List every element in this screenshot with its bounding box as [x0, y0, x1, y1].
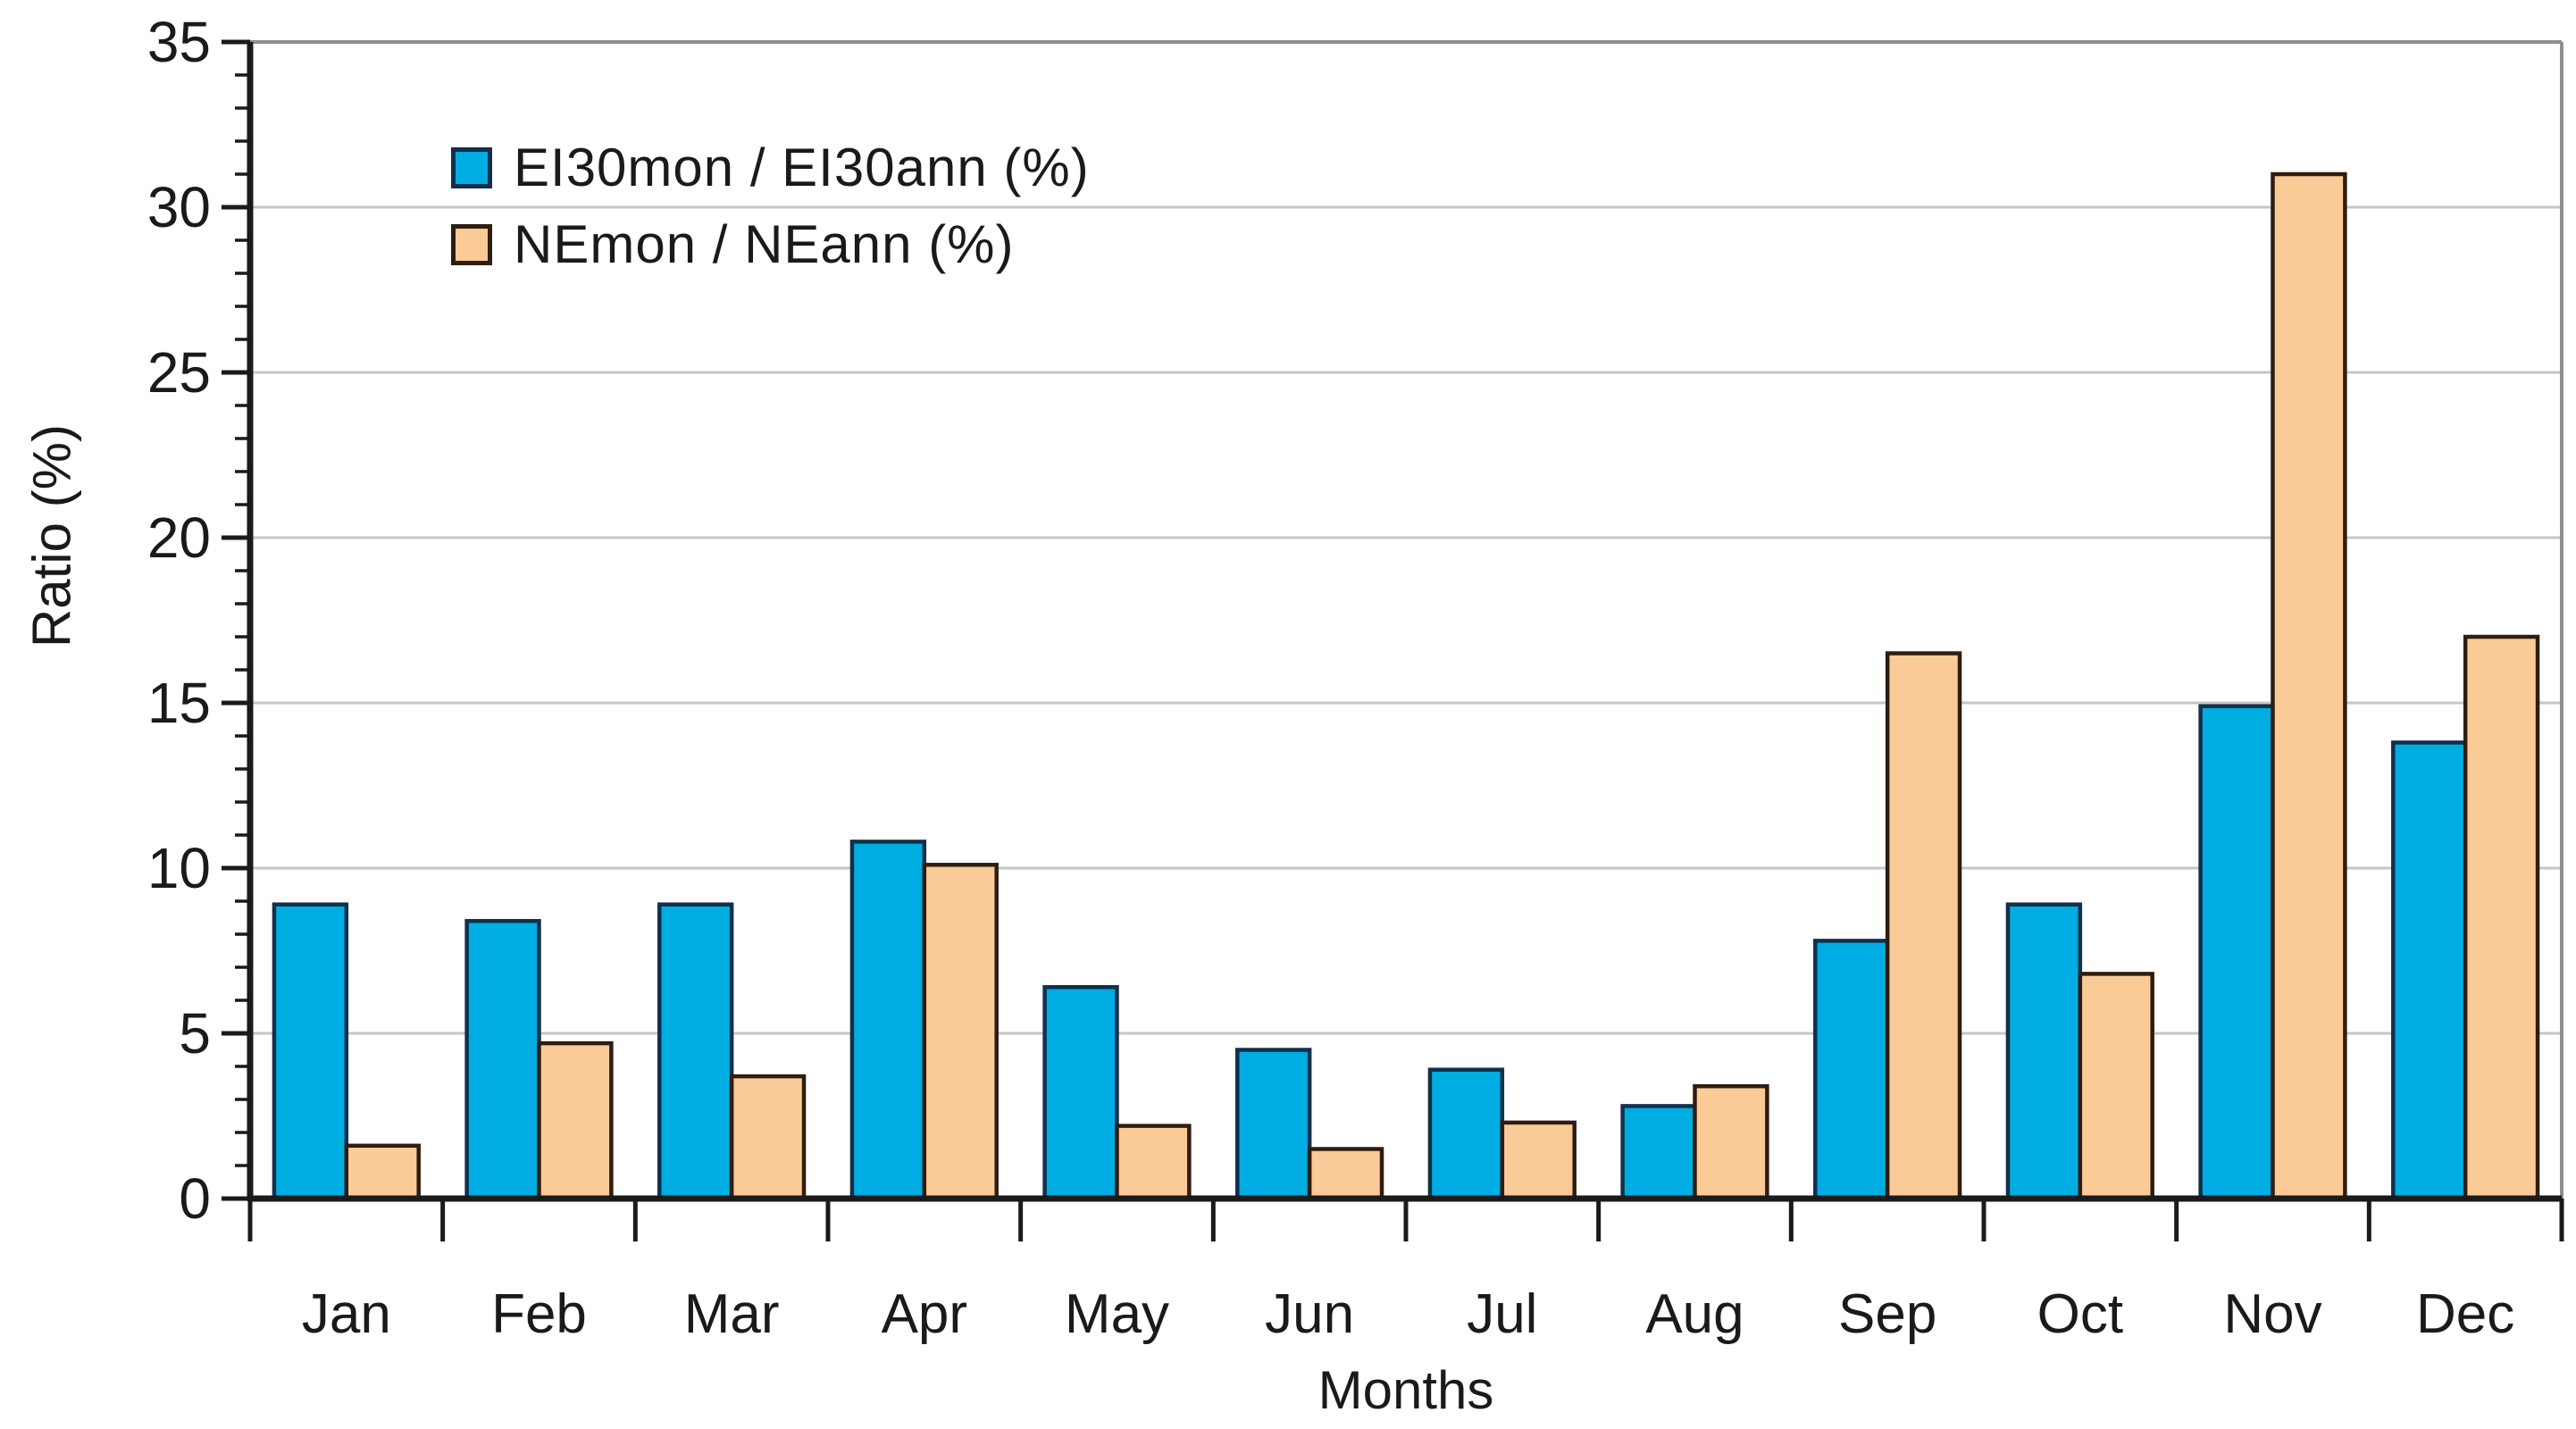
- bar-ei30-jan: [272, 902, 349, 1201]
- bar-ei30-sep: [1813, 939, 1890, 1201]
- y-tick-label-30: 30: [147, 175, 211, 239]
- bar-ei30-dec: [2391, 740, 2468, 1201]
- bar-ne-jul: [1500, 1120, 1577, 1201]
- legend-swatch-ei30: [451, 147, 492, 188]
- bar-ne-nov: [2271, 171, 2347, 1201]
- y-tick-label-25: 25: [147, 340, 211, 405]
- bar-ei30-jul: [1427, 1067, 1505, 1201]
- bar-ne-dec: [2463, 634, 2540, 1201]
- bar-ne-mar: [729, 1074, 807, 1201]
- y-tick-label-0: 0: [179, 1166, 211, 1231]
- x-tick-label-apr: Apr: [882, 1283, 967, 1345]
- bar-ei30-jun: [1235, 1048, 1312, 1201]
- legend-label-ei30: EI30mon / EI30ann (%): [514, 138, 1090, 197]
- legend-swatch-ne: [451, 224, 492, 265]
- bar-ei30-oct: [2005, 902, 2083, 1201]
- x-tick-label-jan: Jan: [302, 1283, 391, 1345]
- bar-ne-may: [1115, 1124, 1192, 1201]
- x-tick-label-feb: Feb: [491, 1283, 587, 1345]
- y-axis-title: Ratio (%): [21, 423, 82, 648]
- y-tick-label-15: 15: [147, 671, 211, 735]
- x-tick-label-nov: Nov: [2223, 1283, 2321, 1345]
- x-tick-label-oct: Oct: [2037, 1283, 2123, 1345]
- bar-ne-feb: [537, 1040, 614, 1201]
- x-tick-label-aug: Aug: [1645, 1283, 1744, 1345]
- y-tick-label-20: 20: [147, 506, 211, 570]
- legend-label-ne: NEmon / NEann (%): [514, 214, 1015, 274]
- bar-ei30-feb: [464, 918, 541, 1201]
- y-tick-label-5: 5: [179, 1001, 211, 1065]
- bar-ne-jun: [1307, 1147, 1384, 1201]
- bar-ei30-apr: [849, 840, 927, 1201]
- legend-entry-ne: NEmon / NEann (%): [451, 218, 1090, 272]
- bar-ei30-mar: [657, 902, 734, 1201]
- bar-ei30-aug: [1620, 1104, 1697, 1201]
- x-axis-title: Months: [1317, 1360, 1494, 1420]
- bar-ne-aug: [1693, 1083, 1769, 1201]
- x-tick-label-dec: Dec: [2416, 1283, 2514, 1345]
- x-tick-label-jul: Jul: [1467, 1283, 1537, 1345]
- bar-ne-oct: [2078, 972, 2154, 1201]
- x-tick-label-sep: Sep: [1838, 1283, 1936, 1345]
- y-tick-label-35: 35: [147, 10, 211, 74]
- x-tick-label-jun: Jun: [1265, 1283, 1354, 1345]
- bar-ei30-may: [1042, 984, 1119, 1201]
- legend: EI30mon / EI30ann (%) NEmon / NEann (%): [451, 141, 1090, 272]
- bar-ne-jan: [344, 1143, 421, 1201]
- x-tick-label-mar: Mar: [684, 1283, 780, 1345]
- bar-ne-apr: [922, 863, 999, 1201]
- legend-entry-ei30: EI30mon / EI30ann (%): [451, 141, 1090, 195]
- x-tick-label-may: May: [1065, 1283, 1169, 1345]
- bar-ei30-nov: [2198, 704, 2275, 1201]
- y-tick-label-10: 10: [147, 836, 211, 900]
- bar-ne-sep: [1885, 651, 1962, 1201]
